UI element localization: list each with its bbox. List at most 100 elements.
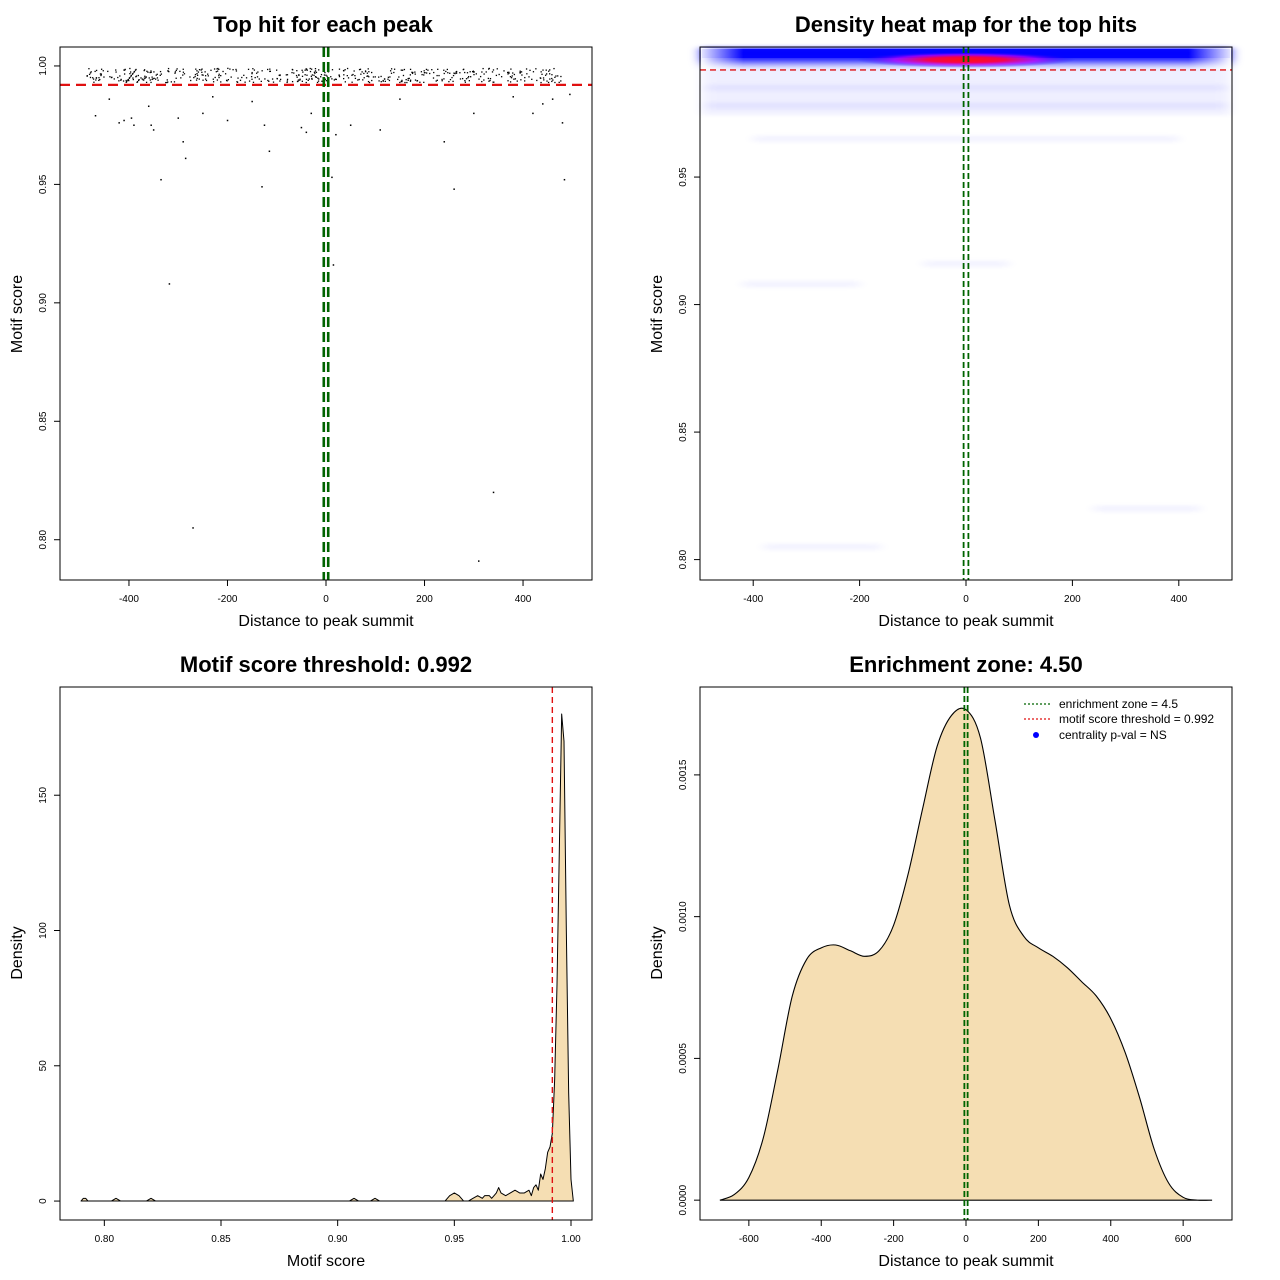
data-point	[334, 78, 337, 80]
data-point	[135, 75, 138, 77]
data-point	[359, 68, 362, 70]
legend-label-enrichment-zone: enrichment zone = 4.5	[1059, 697, 1178, 711]
data-point	[427, 69, 429, 71]
data-point	[130, 75, 132, 77]
data-point	[495, 74, 498, 77]
data-point	[251, 71, 253, 74]
data-point	[90, 71, 92, 73]
data-point	[109, 76, 111, 78]
data-point	[318, 78, 320, 80]
data-point	[304, 69, 306, 71]
data-point	[297, 80, 299, 83]
y-tick-label: 50	[38, 1060, 49, 1072]
data-point	[123, 69, 125, 71]
data-point	[402, 69, 404, 71]
data-point	[459, 78, 462, 80]
heat-faint-band	[705, 102, 1227, 109]
data-point	[407, 77, 409, 80]
heat-edge-fade	[701, 48, 1231, 70]
data-point	[157, 79, 159, 81]
data-point	[542, 77, 545, 79]
data-point	[529, 69, 531, 72]
x-tick-label: 200	[416, 594, 433, 605]
data-point	[332, 264, 335, 266]
data-point	[363, 72, 365, 75]
data-point	[204, 75, 207, 77]
data-point	[175, 77, 177, 79]
data-point	[100, 68, 103, 70]
data-point	[489, 77, 492, 80]
data-point	[310, 68, 313, 70]
data-point	[416, 80, 418, 82]
data-point	[212, 96, 214, 98]
data-point	[368, 76, 370, 78]
data-point	[300, 126, 303, 129]
data-point	[127, 79, 129, 81]
data-point	[455, 70, 458, 73]
data-point	[393, 71, 395, 74]
data-point	[333, 79, 335, 81]
x-axis-label: Motif score	[287, 1253, 365, 1270]
plot-frame	[59, 46, 593, 581]
data-point	[508, 72, 510, 74]
data-point	[379, 129, 381, 131]
data-point	[212, 81, 215, 83]
data-point	[443, 78, 445, 80]
data-point	[383, 78, 386, 80]
data-point	[346, 75, 348, 77]
data-point	[190, 79, 192, 82]
data-point	[436, 79, 438, 81]
data-point	[536, 79, 538, 82]
data-point	[325, 74, 327, 76]
data-point	[388, 79, 391, 82]
data-point	[357, 79, 359, 81]
data-point	[243, 74, 245, 76]
data-point	[215, 71, 217, 73]
y-axis-label: Density	[649, 926, 666, 979]
data-point	[344, 81, 346, 83]
data-point	[466, 72, 469, 74]
data-point	[510, 77, 513, 79]
data-point	[473, 71, 475, 73]
plot-frame	[699, 686, 1233, 1221]
data-point	[479, 75, 482, 78]
data-point	[196, 74, 199, 76]
data-point	[512, 72, 514, 74]
data-point	[133, 124, 135, 126]
data-point	[224, 73, 227, 75]
data-point	[230, 76, 232, 78]
data-point	[412, 71, 414, 74]
data-point	[136, 81, 138, 84]
data-point	[535, 68, 537, 70]
data-point	[371, 79, 373, 82]
data-point	[192, 527, 194, 529]
data-point	[244, 81, 246, 83]
data-point	[320, 76, 322, 78]
data-point	[120, 79, 122, 81]
data-point	[261, 186, 263, 188]
data-point	[214, 76, 216, 79]
data-point	[216, 68, 218, 70]
data-point	[241, 76, 243, 79]
data-point	[389, 76, 391, 78]
data-point	[409, 74, 411, 76]
data-point	[107, 70, 109, 73]
data-point	[134, 69, 137, 71]
data-point	[469, 71, 471, 73]
data-point	[390, 68, 393, 70]
data-point	[397, 78, 399, 81]
data-point	[286, 80, 289, 82]
data-point	[235, 68, 237, 71]
data-point	[132, 78, 134, 81]
data-point	[204, 78, 207, 80]
data-point	[143, 79, 145, 81]
y-tick-label: 0.0015	[678, 759, 689, 790]
legend-key-centrality-dot	[1033, 732, 1039, 738]
heat-faint-band	[923, 260, 1009, 267]
data-point	[92, 78, 95, 80]
data-point	[404, 81, 406, 84]
data-point	[227, 79, 230, 81]
data-point	[136, 81, 139, 83]
data-point	[449, 78, 452, 81]
data-point	[551, 80, 553, 83]
